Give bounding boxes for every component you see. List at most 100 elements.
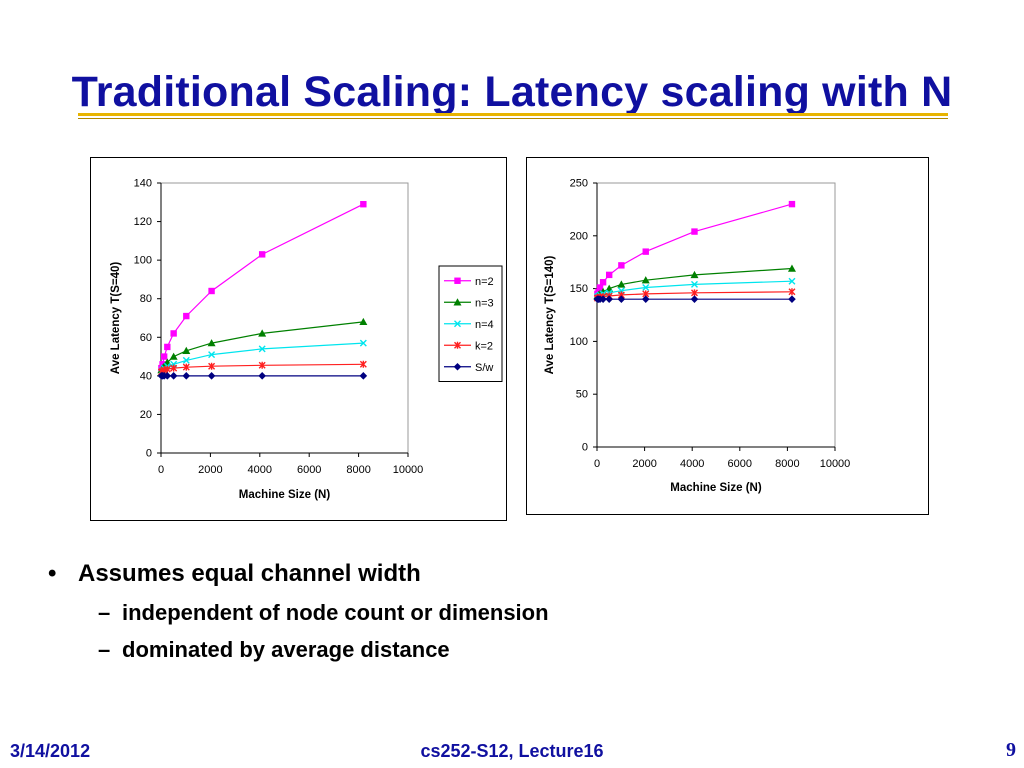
data-point-s-w (169, 372, 178, 380)
legend-marker-n-3 (453, 298, 462, 306)
y-tick-label: 80 (140, 293, 152, 305)
data-point-s-w (788, 295, 796, 303)
y-tick-label: 140 (134, 178, 152, 190)
x-tick-label: 2000 (198, 464, 222, 476)
x-tick-label: 4000 (248, 464, 272, 476)
y-tick-label: 60 (140, 332, 152, 344)
x-axis-label: Machine Size (N) (239, 489, 331, 501)
legend-label-s-w: S/w (475, 362, 493, 374)
data-point-k-2 (208, 362, 216, 370)
legend-label-k-2: k=2 (475, 340, 493, 352)
data-point-n-3 (641, 276, 650, 284)
data-point-k-2 (690, 289, 698, 297)
data-point-s-w (182, 372, 191, 380)
y-tick-label: 150 (570, 283, 588, 295)
plot-area (596, 182, 836, 448)
data-point-s-w (605, 295, 613, 303)
series-s-w (593, 295, 796, 303)
data-point-k-2 (163, 365, 171, 373)
legend-marker-s-w (453, 362, 462, 371)
data-point-n-2 (160, 353, 168, 360)
x-tick-label: 6000 (297, 464, 321, 476)
x-tick-label: 6000 (728, 458, 752, 470)
bullet-text: Assumes equal channel width (78, 560, 421, 587)
data-point-n-2 (360, 201, 367, 208)
data-point-n-4 (359, 339, 367, 347)
y-tick-label: 120 (134, 216, 152, 228)
data-point-s-w (359, 372, 368, 380)
latency-chart-s40-svg: 0 20 40 60 80 100 120 140 0 2000 4000 6000 8000 10000… (110, 178, 503, 501)
x-tick-label: 0 (594, 458, 600, 470)
latency-chart-s140: 0 50 100 150 200 250 0 2000 4000 6000 8000 10000 Mac… (526, 157, 929, 515)
y-tick-label: 250 (570, 178, 588, 190)
legend-marker-k-2 (454, 341, 461, 349)
data-point-n-2 (605, 271, 613, 279)
y-tick-label: 100 (570, 336, 588, 348)
data-point-n-3 (787, 264, 796, 272)
data-point-n-3 (617, 280, 626, 288)
data-point-s-w (599, 295, 607, 303)
sub-bullet-text: independent of node count or dimension (122, 600, 549, 625)
data-point-n-3 (182, 346, 191, 354)
y-axis-label: Ave Latency T(S=140) (544, 255, 556, 374)
data-point-s-w (207, 372, 216, 380)
legend: n=2 n=3 n=4 k=2 S/w (438, 265, 503, 382)
title-underline-shadow (78, 118, 948, 119)
y-tick-label: 0 (146, 448, 152, 460)
data-point-n-3 (207, 339, 216, 347)
x-tick-label: 8000 (775, 458, 799, 470)
data-point-n-4 (182, 356, 190, 364)
y-axis-label: Ave Latency T(S=40) (110, 262, 122, 375)
footer-page-number: 9 (1006, 739, 1016, 761)
data-point-n-2 (642, 248, 649, 255)
data-point-s-w (163, 372, 172, 380)
series-line-n-2 (160, 203, 364, 369)
data-point-n-2 (258, 251, 266, 258)
sub-bullet-marker: – (98, 600, 111, 625)
data-point-n-2 (208, 287, 215, 295)
bullet-marker: • (48, 560, 57, 587)
x-tick-label: 0 (158, 464, 164, 476)
series-line-n-2 (596, 203, 793, 295)
data-point-n-4 (642, 284, 650, 292)
data-point-n-3 (690, 270, 699, 279)
legend-marker-n-4 (454, 320, 461, 328)
y-tick-label: 50 (576, 389, 588, 401)
data-point-k-2 (258, 361, 266, 369)
data-point-n-3 (359, 317, 368, 326)
data-point-n-2 (599, 279, 607, 286)
data-point-n-3 (258, 329, 267, 337)
latency-chart-s40: 0 20 40 60 80 100 120 140 0 2000 4000 6000 8000 10000… (90, 157, 507, 521)
legend-label-n-2: n=2 (475, 276, 494, 288)
data-point-s-w (617, 295, 626, 303)
data-point-n-2 (596, 284, 604, 291)
data-point-s-w (641, 295, 650, 303)
legend-label-n-3: n=3 (475, 297, 494, 309)
x-tick-label: 10000 (820, 458, 851, 470)
x-tick-label: 4000 (680, 458, 704, 470)
y-tick-label: 0 (582, 442, 588, 454)
series-n-2 (158, 201, 367, 372)
x-tick-label: 10000 (393, 464, 424, 476)
data-point-n-3 (169, 352, 178, 360)
data-point-s-w (258, 372, 266, 380)
y-tick-label: 20 (140, 409, 152, 421)
data-point-n-4 (690, 280, 698, 288)
data-point-k-2 (170, 364, 178, 372)
y-tick-label: 100 (134, 255, 152, 267)
data-point-n-2 (170, 330, 177, 337)
data-point-n-4 (208, 351, 216, 359)
legend-marker-n-2 (454, 277, 461, 284)
data-point-n-2 (691, 228, 698, 235)
y-tick-label: 40 (140, 370, 152, 382)
data-point-n-4 (258, 345, 266, 353)
legend-label-n-4: n=4 (475, 319, 494, 331)
data-point-n-4 (788, 277, 796, 285)
data-point-k-2 (788, 288, 796, 296)
data-point-n-2 (164, 343, 171, 351)
data-point-k-2 (359, 360, 367, 368)
sub-bullet-text: dominated by average distance (122, 637, 450, 662)
title-underline (78, 113, 948, 116)
footer-date: 3/14/2012 (10, 741, 91, 761)
sub-bullet-marker: – (98, 637, 111, 662)
